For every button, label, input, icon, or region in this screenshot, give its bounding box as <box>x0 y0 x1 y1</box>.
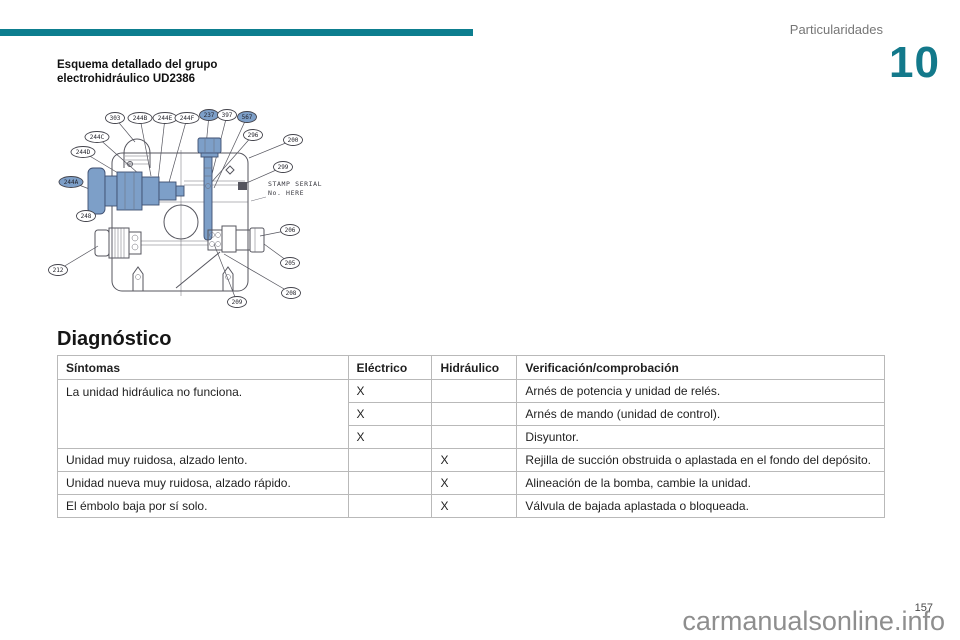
cell-verificacion: Alineación de la bomba, cambie la unidad… <box>516 471 885 495</box>
diagram-callout-label: 209 <box>232 299 243 306</box>
mounting-feet-part <box>132 266 234 291</box>
diagram-callout-label: 303 <box>110 115 121 122</box>
diagram-callout-244F <box>174 112 200 124</box>
diagram-callout-label: 206 <box>285 227 296 234</box>
cell-verificacion: Válvula de bajada aplastada o bloqueada. <box>516 494 885 518</box>
release-valve-part <box>197 137 222 241</box>
cell-verificacion: Disyuntor. <box>516 425 885 449</box>
hydraulic-unit-schematic: STAMP SERIAL No. HERE 303 244B 244E 244F 237… <box>48 109 322 308</box>
diagram-callout-label: 244C <box>90 134 105 141</box>
diagram-callout-208 <box>281 287 301 299</box>
table-row: X Arnés de mando (unidad de control). <box>58 402 885 426</box>
diagram-callout-label: 244D <box>76 149 91 156</box>
watermark: carmanualsonline.info <box>682 606 945 636</box>
cell-sintoma: La unidad hidráulica no funciona. <box>57 379 349 449</box>
diagram-callout-206 <box>280 224 300 236</box>
chapter-number: 10 <box>889 38 940 87</box>
cell-hidraulico <box>431 402 518 426</box>
diagram-callout-label: 248 <box>81 213 92 220</box>
outlet-fitting-part <box>175 225 265 289</box>
diagram-callout-label: 205 <box>285 260 296 267</box>
callout-bubbles: 303 244B 244E 244F 237 397 567 296 200 244C 244D 24… <box>48 109 303 308</box>
cell-hidraulico: X <box>431 494 518 518</box>
diagram-callout-label: 244F <box>180 115 195 122</box>
cell-verificacion: Rejilla de succión obstruida o aplastada… <box>516 448 885 472</box>
table-header-verificacion: Verificación/comprobación <box>516 355 885 380</box>
diagnostics-table: Síntomas Eléctrico Hidráulico Verificaci… <box>57 355 885 518</box>
cell-verificacion: Arnés de mando (unidad de control). <box>516 402 885 426</box>
cell-hidraulico <box>431 379 518 403</box>
diagram-callout-200 <box>283 134 303 146</box>
diagram-callout-244B <box>127 112 153 124</box>
diagram-callout-label: 244B <box>133 115 148 122</box>
diagram-callout-248 <box>76 210 96 222</box>
cell-electrico <box>347 448 433 472</box>
breather-cap-part <box>123 138 151 168</box>
motor-part <box>94 227 142 259</box>
diagram-callout-label: 200 <box>288 137 299 144</box>
table-header-sintomas: Síntomas <box>57 355 349 380</box>
section-title-line1: Esquema detallado del grupo <box>57 59 218 71</box>
hydraulic-unit-diagram: STAMP SERIAL No. HERE 303 244B 244E 244F 237… <box>48 106 358 318</box>
diamond-mark <box>225 165 235 175</box>
diagram-callout-567 <box>237 111 257 123</box>
serial-stamp-block <box>238 182 247 190</box>
diagram-callout-212 <box>48 264 68 276</box>
diagram-callout-label: 212 <box>53 267 64 274</box>
diagram-callout-label: 299 <box>278 164 289 171</box>
diagram-callout-296 <box>243 129 263 141</box>
cell-hidraulico: X <box>431 448 518 472</box>
table-header-hidraulico: Hidráulico <box>431 355 518 380</box>
stamp-note-line1: STAMP SERIAL <box>268 180 322 188</box>
diagram-callout-label: 237 <box>204 112 215 119</box>
diagram-callout-label: 296 <box>248 132 259 139</box>
spool-assembly-part <box>87 167 185 215</box>
cell-sintoma: El émbolo baja por sí solo. <box>57 494 349 518</box>
diagram-callout-244C <box>84 131 110 143</box>
chapter-accent-bar <box>0 29 473 36</box>
section-title-line2: electrohidráulico UD2386 <box>57 73 196 85</box>
diagram-callout-244A <box>58 176 84 188</box>
table-row: Unidad nueva muy ruidosa, alzado rápido.… <box>57 471 885 495</box>
table-row: X Disyuntor. <box>58 425 885 449</box>
diagram-callout-label: 244A <box>64 179 79 186</box>
cell-sintoma: Unidad muy ruidosa, alzado lento. <box>57 448 349 472</box>
cell-sintoma: Unidad nueva muy ruidosa, alzado rápido. <box>57 471 349 495</box>
table-header-electrico: Eléctrico <box>347 355 433 380</box>
diagram-callout-209 <box>227 296 247 308</box>
stamp-note-line2: No. HERE <box>268 189 304 197</box>
table-header-row: Síntomas Eléctrico Hidráulico Verificaci… <box>57 355 885 380</box>
cell-electrico: X <box>347 379 433 403</box>
table-row: El émbolo baja por sí solo. X Válvula de… <box>57 494 885 518</box>
diagram-callout-label: 567 <box>242 114 253 121</box>
diagram-callout-397 <box>217 109 237 121</box>
section-heading-diagnostico: Diagnóstico <box>57 328 172 350</box>
cell-electrico <box>347 494 433 518</box>
diagram-callout-label: 208 <box>286 290 297 297</box>
cell-electrico: X <box>347 425 433 449</box>
diagram-callout-244D <box>70 146 96 158</box>
cell-electrico: X <box>347 402 433 426</box>
section-title: Esquema detallado del grupo electrohidrá… <box>57 58 217 86</box>
diagram-callout-label: 244E <box>158 115 173 122</box>
diagram-callout-label: 397 <box>222 112 233 119</box>
cell-electrico <box>347 471 433 495</box>
serial-stamp-note: STAMP SERIAL No. HERE <box>250 180 322 202</box>
diagram-callout-303 <box>105 112 125 124</box>
diagram-callout-205 <box>280 257 300 269</box>
diagram-callout-299 <box>273 161 293 173</box>
cell-hidraulico <box>431 425 518 449</box>
page-number: 157 <box>914 602 933 614</box>
table-row: La unidad hidráulica no funciona. X Arné… <box>57 379 885 449</box>
cell-hidraulico: X <box>431 471 518 495</box>
cell-verificacion: Arnés de potencia y unidad de relés. <box>516 379 885 403</box>
table-row: Unidad muy ruidosa, alzado lento. X Reji… <box>57 448 885 472</box>
running-header: Particularidades <box>789 22 883 37</box>
